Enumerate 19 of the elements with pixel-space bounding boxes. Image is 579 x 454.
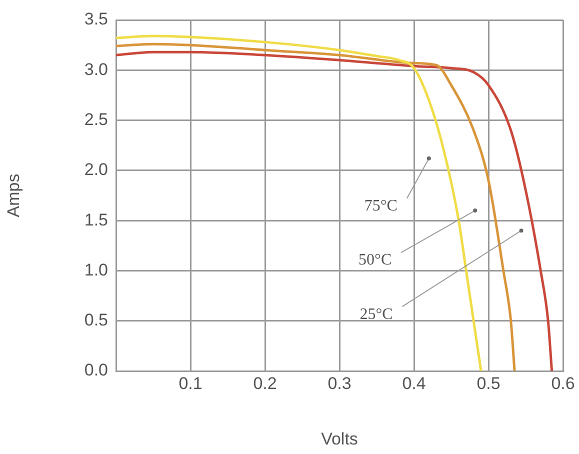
x-tick-label: 0.5 xyxy=(476,374,500,393)
x-tick-label: 0.4 xyxy=(402,374,426,393)
y-tick-label: 3.5 xyxy=(84,10,108,29)
annotation: 50°C xyxy=(358,252,392,269)
x-tick-label: 0.2 xyxy=(253,374,277,393)
x-tick-label: 0.3 xyxy=(328,374,352,393)
y-tick-label: 1.5 xyxy=(84,210,108,230)
x-tick-label: 0.1 xyxy=(178,374,202,393)
y-tick-label: 2.5 xyxy=(84,110,108,129)
y-tick-label: 2.0 xyxy=(84,160,108,180)
annotation: 75°C xyxy=(364,198,398,215)
x-tick-label: 0.6 xyxy=(551,374,575,393)
annotation: 25°C xyxy=(360,306,393,323)
y-tick-label: 3.0 xyxy=(84,60,108,79)
y-tick-label: 1.0 xyxy=(84,260,108,280)
y-tick-label: 0.5 xyxy=(84,310,108,330)
y-tick-label: 0.0 xyxy=(84,360,108,380)
y-axis-title: Amps xyxy=(4,174,23,218)
x-axis-title: Volts xyxy=(321,429,358,448)
